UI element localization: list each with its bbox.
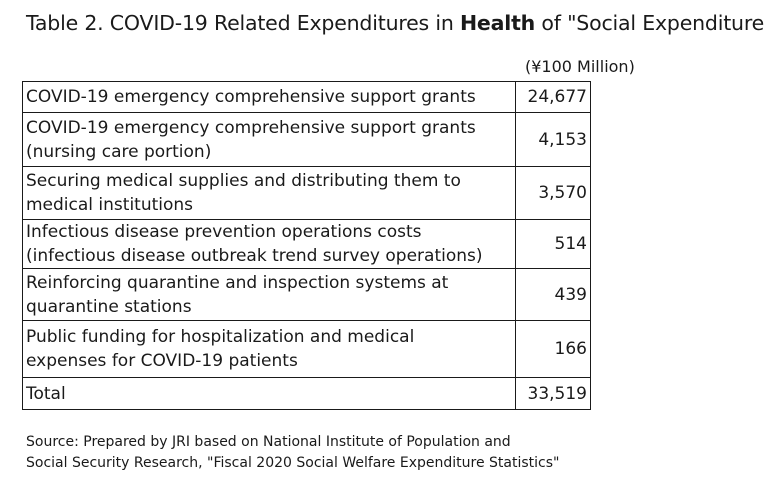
row-value: 439: [515, 268, 591, 321]
row-item: Infectious disease prevention operations…: [22, 219, 516, 269]
source-line: Source: Prepared by JRI based on Nationa…: [26, 434, 511, 450]
table-row: Securing medical supplies and distributi…: [22, 166, 591, 220]
source-line: Social Security Research, "Fiscal 2020 S…: [26, 455, 560, 471]
total-row: Total 33,519: [22, 377, 591, 410]
row-value: 24,677: [515, 81, 591, 113]
row-item-line: expenses for COVID-19 patients: [26, 351, 298, 371]
table-row: Reinforcing quarantine and inspection sy…: [22, 268, 591, 321]
row-item: Securing medical supplies and distributi…: [22, 166, 516, 220]
table-row: COVID-19 emergency comprehensive support…: [22, 112, 591, 167]
title-bold-word: Health: [459, 11, 536, 35]
row-value: 3,570: [515, 166, 591, 220]
source-note: Source: Prepared by JRI based on Nationa…: [26, 432, 559, 474]
row-value: 514: [515, 219, 591, 269]
expenditure-table: COVID-19 emergency comprehensive support…: [22, 81, 591, 410]
title-prefix: Table 2. COVID-19 Related Expenditures i…: [26, 11, 460, 35]
row-item-line: Reinforcing quarantine and inspection sy…: [26, 272, 449, 293]
row-item: Reinforcing quarantine and inspection sy…: [22, 268, 516, 321]
page-title: Table 2. COVID-19 Related Expenditures i…: [26, 11, 764, 35]
table-row: COVID-19 emergency comprehensive support…: [22, 81, 591, 113]
row-item-line: (nursing care portion): [26, 141, 212, 162]
row-item-line: Infectious disease prevention operations…: [26, 222, 422, 242]
total-label: Total: [22, 377, 516, 410]
unit-label: (¥100 Million): [525, 57, 635, 76]
row-item: COVID-19 emergency comprehensive support…: [22, 112, 516, 167]
row-value: 4,153: [515, 112, 591, 167]
row-item-line: medical institutions: [26, 195, 194, 215]
row-value: 166: [515, 320, 591, 378]
title-suffix: of "Social Expenditure: [535, 11, 765, 35]
table-row: Infectious disease prevention operations…: [22, 219, 591, 269]
row-item-line: COVID-19 emergency comprehensive support…: [26, 117, 476, 138]
row-item: Public funding for hospitalization and m…: [22, 320, 516, 378]
row-item-line: (infectious disease outbreak trend surve…: [26, 246, 483, 266]
row-item-line: Securing medical supplies and distributi…: [26, 171, 461, 191]
table-row: Public funding for hospitalization and m…: [22, 320, 591, 378]
row-item: COVID-19 emergency comprehensive support…: [22, 81, 516, 113]
row-item-line: COVID-19 emergency comprehensive support…: [26, 87, 476, 107]
row-item-line: quarantine stations: [26, 296, 192, 317]
total-value: 33,519: [515, 377, 591, 410]
row-item-line: Public funding for hospitalization and m…: [26, 327, 415, 347]
